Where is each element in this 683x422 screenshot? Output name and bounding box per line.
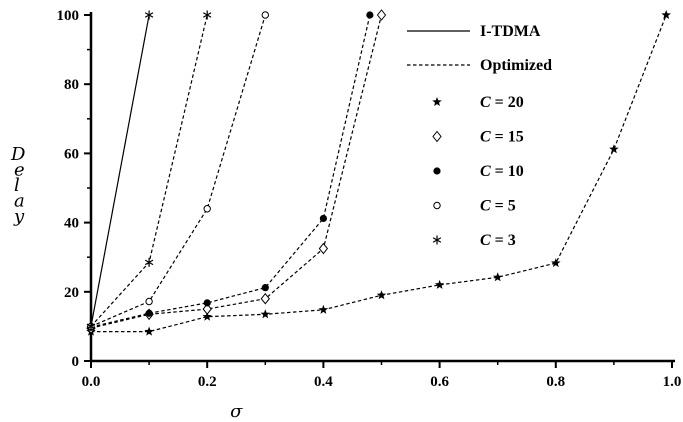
star-marker	[434, 279, 445, 289]
diamond-marker	[318, 242, 329, 255]
series-line	[91, 14, 667, 333]
asterisk-marker	[432, 235, 442, 245]
series-dashed-star	[86, 10, 671, 336]
y-tick-label: 100	[57, 8, 80, 24]
y-label-letter: a	[14, 191, 25, 212]
x-tick-label: 1.0	[663, 374, 682, 390]
legend-label: I-TDMA	[480, 23, 541, 40]
series-dashed-filled-circle	[87, 11, 374, 331]
legend-label: C = 20	[480, 94, 524, 111]
star-marker	[376, 290, 387, 300]
ticks: 0.0 0.2 0.4 0.6 0.8 1.0 0 20 40 60 80 100	[57, 8, 682, 390]
star-marker	[318, 304, 329, 314]
y-label-letter: e	[14, 160, 25, 181]
legend-label: C = 10	[480, 163, 524, 180]
asterisk-stroke	[144, 12, 154, 18]
asterisk-marker	[144, 10, 154, 20]
y-tick-label: 60	[64, 146, 79, 162]
x-tick-label: 0.2	[198, 374, 217, 390]
asterisk-marker	[144, 257, 154, 267]
y-label-letter: y	[13, 206, 25, 227]
filled-circle-marker	[145, 309, 153, 317]
star-marker	[202, 311, 212, 321]
legend: I-TDMA Optimized C = 20 C = 15 C = 10 C = 5 C …	[407, 23, 552, 249]
series-solid-asterisk	[86, 10, 154, 331]
filled-circle-marker	[203, 299, 211, 307]
y-tick-label: 40	[64, 216, 79, 232]
asterisk-stroke	[86, 323, 96, 330]
star-marker	[432, 97, 442, 107]
series-line	[90, 14, 150, 327]
star-marker	[609, 144, 619, 154]
axes	[89, 12, 675, 363]
asterisk-marker	[86, 321, 96, 331]
legend-label: C = 15	[480, 129, 524, 146]
filled-circle-marker	[261, 284, 269, 292]
asterisk-stroke	[432, 237, 442, 243]
diamond-marker	[376, 9, 387, 21]
y-tick-label: 20	[64, 285, 79, 301]
series-line	[90, 14, 383, 329]
open-circle-marker	[203, 205, 211, 213]
x-tick-label: 0.6	[430, 374, 449, 390]
series-dashed-asterisk	[86, 10, 212, 331]
star-marker	[260, 309, 271, 319]
asterisk-stroke	[203, 12, 212, 18]
asterisk-marker	[203, 10, 212, 20]
x-axis-label: σ	[230, 401, 243, 422]
diamond-marker	[432, 130, 442, 143]
x-tick-label: 0.4	[314, 374, 333, 390]
diamond-marker	[202, 303, 212, 315]
star-marker	[551, 258, 561, 268]
series-line	[90, 14, 266, 327]
legend-label: Optimized	[480, 57, 552, 74]
filled-circle-marker	[366, 11, 374, 19]
star-marker	[661, 10, 671, 20]
y-tick-label: 80	[64, 77, 79, 93]
open-circle-marker	[261, 11, 269, 19]
filled-circle-marker	[319, 214, 327, 223]
open-circle-marker	[145, 297, 153, 306]
y-label-letter: D	[10, 144, 26, 165]
series-line	[90, 14, 371, 328]
diamond-marker	[260, 292, 270, 305]
series-layer	[86, 9, 671, 336]
star-marker	[492, 272, 503, 282]
star-marker	[144, 326, 154, 336]
x-tick-label: 0.0	[82, 374, 101, 390]
filled-circle-marker	[433, 167, 441, 175]
y-label-letter: l	[14, 175, 20, 196]
asterisk-stroke	[144, 259, 154, 266]
series-line	[90, 14, 208, 327]
series-dashed-open-circle	[87, 11, 269, 331]
x-tick-label: 0.8	[546, 374, 565, 390]
series-dashed-diamond	[86, 9, 387, 334]
legend-label: C = 3	[480, 232, 516, 249]
open-circle-marker	[433, 201, 441, 210]
y-tick-label: 0	[72, 354, 80, 370]
legend-label: C = 5	[480, 198, 516, 215]
